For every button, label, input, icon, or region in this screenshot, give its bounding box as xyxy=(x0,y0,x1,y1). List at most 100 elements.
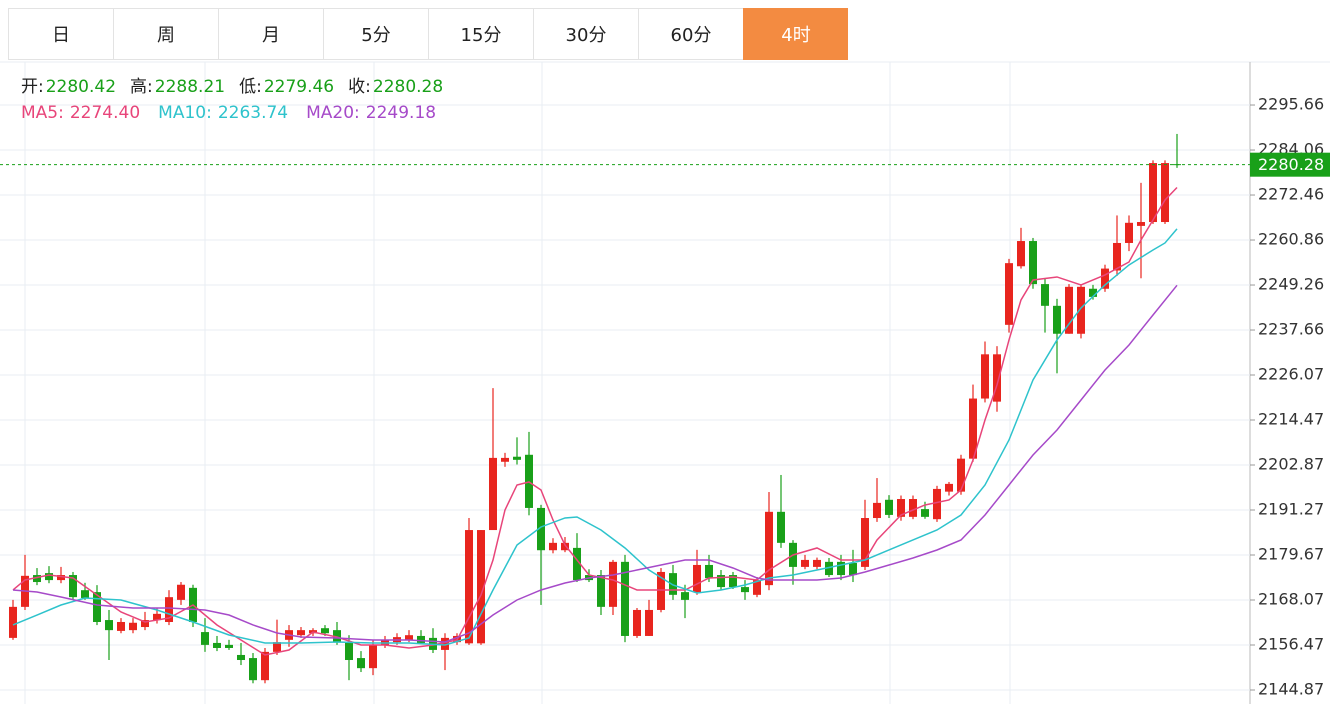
y-tick-label: 2226.07 xyxy=(1258,364,1324,383)
candle-body xyxy=(657,571,665,610)
candle-body xyxy=(825,561,833,576)
candle-body xyxy=(957,458,965,492)
candle-body xyxy=(33,575,41,583)
candle-body xyxy=(1113,242,1121,271)
candle-body xyxy=(333,630,341,643)
candle-body xyxy=(1065,286,1073,334)
tab-bar: 日周月 5分 15分 30分 60分 4时 xyxy=(8,8,848,62)
y-tick-label: 2144.87 xyxy=(1258,679,1324,698)
candle-body xyxy=(597,575,605,607)
candle-body xyxy=(981,354,989,399)
legend-name: MA20: xyxy=(306,103,360,123)
candle-body xyxy=(45,573,53,581)
y-tick-label: 2272.46 xyxy=(1258,185,1324,204)
legend-value: 2263.74 xyxy=(217,103,289,123)
candle-body xyxy=(621,561,629,636)
candle-body xyxy=(273,642,281,652)
tab[interactable]: 15分 xyxy=(428,8,533,60)
candle-body xyxy=(369,644,377,669)
candle-body xyxy=(345,642,353,661)
candle-body xyxy=(513,456,521,460)
candle-body xyxy=(885,499,893,515)
candle-body xyxy=(1053,305,1061,334)
candle-body xyxy=(1089,288,1097,297)
candle-body xyxy=(921,509,929,517)
candle-body xyxy=(81,590,89,598)
candle-body xyxy=(57,575,65,581)
ma-line xyxy=(12,186,1178,656)
candle-body xyxy=(705,564,713,579)
candle-body xyxy=(1041,284,1049,306)
y-tick-label: 2179.67 xyxy=(1258,544,1324,563)
candle-body xyxy=(549,542,557,551)
candle-body xyxy=(9,606,17,638)
candle-body xyxy=(1137,222,1145,226)
candle-body xyxy=(777,511,785,543)
legend-value: 2274.40 xyxy=(69,103,141,123)
last-price-label: 2280.28 xyxy=(1258,155,1324,174)
candle-body xyxy=(633,609,641,636)
candle-body xyxy=(357,658,365,669)
candle-body xyxy=(177,584,185,600)
ohlc-label: 开: xyxy=(21,77,44,97)
candle-body xyxy=(465,530,473,644)
candle-body xyxy=(669,573,677,595)
tab[interactable]: 日 xyxy=(8,8,113,60)
ohlc-value: 2280.42 xyxy=(45,77,117,97)
candle-body xyxy=(813,559,821,567)
candle-body xyxy=(753,580,761,595)
candle-body xyxy=(933,488,941,520)
candle-body xyxy=(717,575,725,588)
candle-body xyxy=(1017,241,1025,267)
y-tick-label: 2295.66 xyxy=(1258,95,1324,114)
candle-body xyxy=(225,644,233,648)
ohlc-row: 开: 2280.42 高: 2288.21 低: 2279.46 收: 2280.28 xyxy=(21,74,457,100)
candle-body xyxy=(861,518,869,567)
candle-body xyxy=(1149,163,1157,223)
candle-body xyxy=(165,597,173,622)
candle-body xyxy=(945,483,953,492)
candle-body xyxy=(153,613,161,621)
y-tick-label: 2168.07 xyxy=(1258,589,1324,608)
candle-body xyxy=(609,561,617,607)
last-price-box xyxy=(1250,152,1330,177)
y-tick-label: 2237.66 xyxy=(1258,320,1324,339)
legend: 开: 2280.42 高: 2288.21 低: 2279.46 收: 2280.28 MA5… xyxy=(21,74,457,126)
candle-body xyxy=(1029,241,1037,285)
candle-body xyxy=(645,609,653,636)
candle-body xyxy=(1161,163,1169,223)
candle-body xyxy=(909,499,917,517)
tab[interactable]: 60分 xyxy=(638,8,743,60)
candle-body xyxy=(693,564,701,593)
tab[interactable]: 月 xyxy=(218,8,323,60)
candle-body xyxy=(93,592,101,622)
candle-body xyxy=(969,398,977,459)
ohlc-value: 2288.21 xyxy=(154,77,226,97)
y-tick-label: 2191.27 xyxy=(1258,499,1324,518)
candle-body xyxy=(105,620,113,631)
legend-value: 2249.18 xyxy=(365,103,437,123)
y-tick-label: 2260.86 xyxy=(1258,230,1324,249)
candle-body xyxy=(321,628,329,634)
legend-name: MA5: xyxy=(21,103,64,123)
tab[interactable]: 4时 xyxy=(743,8,848,60)
candle-body xyxy=(897,499,905,517)
candle-body xyxy=(141,620,149,628)
y-tick-label: 2202.87 xyxy=(1258,454,1324,473)
y-tick-label: 2214.47 xyxy=(1258,409,1324,428)
candle-body xyxy=(729,575,737,588)
tab[interactable]: 30分 xyxy=(533,8,638,60)
tab[interactable]: 周 xyxy=(113,8,218,60)
candle-body xyxy=(873,502,881,519)
tab[interactable]: 5分 xyxy=(323,8,428,60)
y-tick-label: 2156.47 xyxy=(1258,634,1324,653)
candle-body xyxy=(765,511,773,586)
candle-body xyxy=(849,563,857,576)
candle-body xyxy=(489,457,497,531)
candle-body xyxy=(561,542,569,551)
ma-line xyxy=(12,228,1178,646)
candle-body xyxy=(1101,268,1109,289)
candle-body xyxy=(993,354,1001,402)
